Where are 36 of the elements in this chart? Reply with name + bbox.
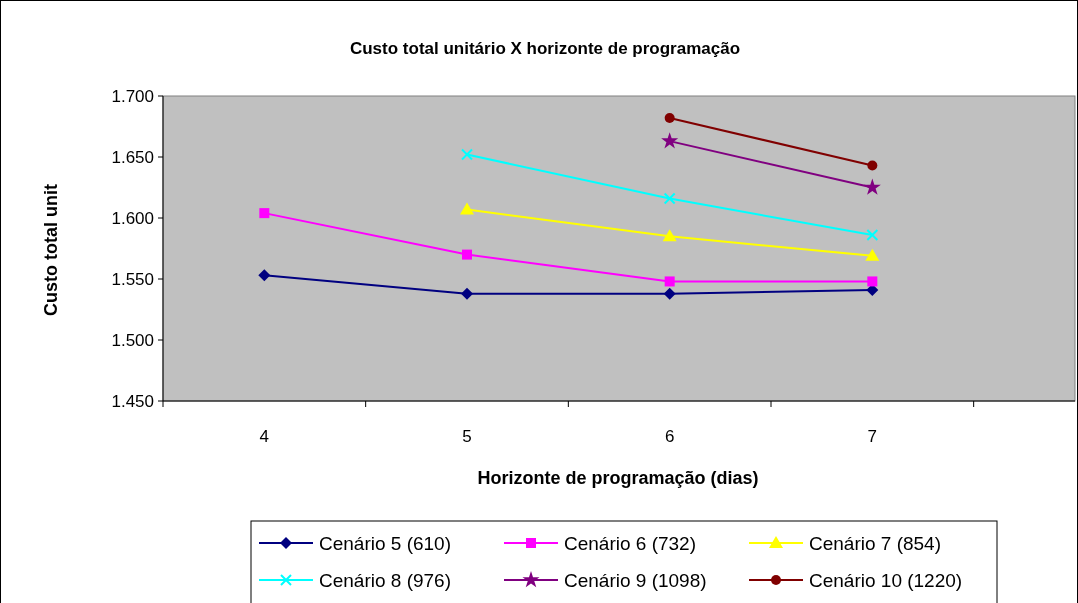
point — [863, 178, 881, 195]
point — [865, 248, 880, 261]
x-axis-title: Horizonte de programação (dias) — [477, 468, 759, 488]
y-tick-label: 1.450 — [111, 392, 154, 411]
point — [462, 249, 472, 260]
legend-label: Cenário 7 (854) — [809, 533, 942, 554]
point — [662, 229, 677, 242]
point — [866, 229, 879, 242]
point — [664, 276, 675, 287]
point — [867, 160, 878, 171]
y-tick-label: 1.700 — [111, 87, 154, 106]
point — [461, 287, 473, 300]
point — [663, 192, 676, 205]
chart-title: Custo total unitário X horizonte de programação — [349, 39, 741, 58]
y-tick-label: 1.500 — [111, 331, 154, 350]
legend-label: Cenário 5 (610) — [319, 533, 452, 554]
x-tick-label: 7 — [867, 427, 878, 446]
point — [258, 269, 271, 282]
point — [663, 287, 676, 300]
legend-label: Cenário 8 (976) — [319, 570, 452, 591]
x-tick-label: 5 — [462, 427, 472, 446]
legend-label: Cenário 9 (1098) — [564, 570, 707, 591]
y-tick-label: 1.550 — [111, 270, 154, 289]
y-tick-label: 1.600 — [111, 209, 154, 228]
point — [259, 208, 270, 219]
legend-label: Cenário 6 (732) — [564, 533, 697, 554]
y-axis-title: Custo total unit — [41, 184, 61, 316]
x-tick-label: 4 — [259, 427, 270, 446]
x-tick-label: 6 — [664, 427, 675, 446]
y-tick-label: 1.650 — [111, 148, 154, 167]
point — [461, 148, 473, 161]
legend-label: Cenário 10 (1220) — [809, 570, 963, 591]
point — [664, 112, 675, 123]
point — [661, 132, 679, 149]
point — [867, 276, 878, 287]
point — [460, 202, 474, 215]
